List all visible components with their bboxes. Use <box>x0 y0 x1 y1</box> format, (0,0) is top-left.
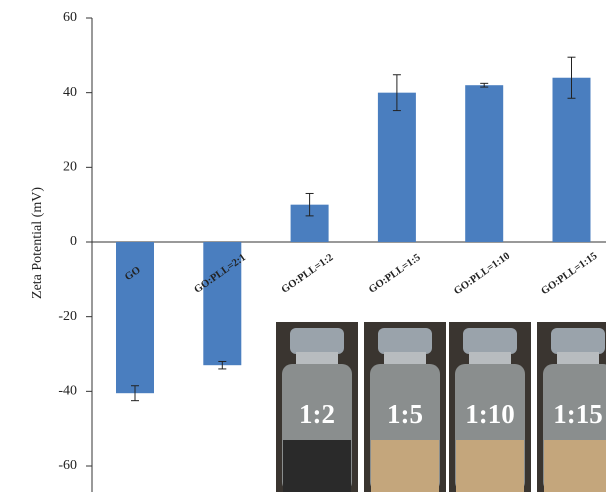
bar <box>377 92 416 243</box>
vial-photo: 1:10 <box>449 322 531 492</box>
vial-cap <box>378 328 432 354</box>
vial-neck <box>469 352 511 364</box>
vial-neck <box>384 352 426 364</box>
liquid <box>544 440 606 492</box>
error-bar <box>392 74 401 112</box>
error-bar <box>218 360 227 370</box>
error-bar <box>305 192 314 217</box>
x-tick-label: GO:PLL=1:2 <box>280 252 336 296</box>
vial-cap <box>290 328 344 354</box>
liquid <box>371 440 439 492</box>
error-bar <box>567 56 576 99</box>
y-tick-label: 60 <box>63 10 77 25</box>
vial-photo: 1:5 <box>364 322 446 492</box>
bar <box>116 242 154 394</box>
vial-neck <box>296 352 338 364</box>
bar <box>552 77 591 242</box>
inset-label: 1:2 <box>299 399 335 429</box>
x-tick-label: GO:PLL=1:5 <box>367 252 423 296</box>
vial-photo: 1:15 <box>537 322 606 492</box>
x-tick-label: GO:PLL=1:15 <box>539 251 599 298</box>
vial-cap <box>551 328 605 354</box>
y-tick-label: -60 <box>58 458 77 473</box>
x-tick-label: GO:PLL=1:10 <box>452 251 512 298</box>
inset-label: 1:15 <box>553 399 603 429</box>
bar <box>203 242 242 366</box>
vial-neck <box>557 352 599 364</box>
bar <box>465 85 504 242</box>
y-tick-label: 20 <box>63 160 77 175</box>
liquid <box>283 440 351 492</box>
vial-cap <box>463 328 517 354</box>
y-tick-label: 40 <box>63 85 77 100</box>
y-tick-label: -20 <box>58 309 77 324</box>
liquid <box>456 440 524 492</box>
error-bar <box>131 385 139 402</box>
y-axis-label: Zeta Potential (mV) <box>30 187 45 299</box>
inset-label: 1:5 <box>387 399 423 429</box>
vial-photo: 1:2 <box>276 322 358 492</box>
y-tick-label: -40 <box>58 384 77 399</box>
error-bar <box>480 82 489 88</box>
y-tick-label: 0 <box>70 234 77 249</box>
inset-label: 1:10 <box>465 399 515 429</box>
